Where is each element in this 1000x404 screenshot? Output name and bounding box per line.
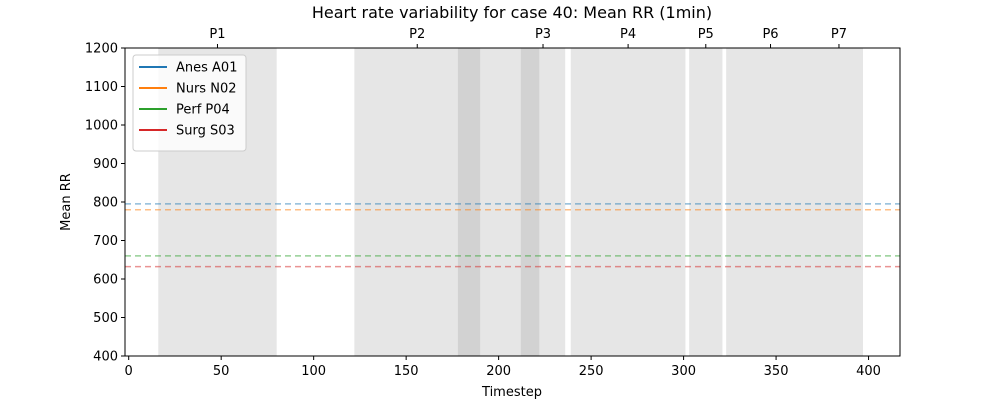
phase-band-3	[520, 48, 540, 356]
x-tick-label-8: 400	[856, 364, 881, 379]
y-tick-label-2: 600	[93, 273, 118, 288]
y-axis-label: Mean RR	[59, 173, 74, 231]
x-tick-label-6: 300	[671, 364, 696, 379]
phase-band-6	[726, 48, 815, 356]
y-tick-label-4: 800	[93, 196, 118, 211]
y-tick-label-5: 900	[93, 157, 118, 172]
phase-band-7	[814, 48, 864, 356]
phase-band-4	[570, 48, 686, 356]
y-tick-label-8: 1200	[85, 42, 118, 57]
legend-label-1: Nurs N02	[176, 82, 236, 97]
phase-band-5	[689, 48, 723, 356]
phase-band-1	[354, 48, 481, 356]
y-tick-label-7: 1100	[85, 80, 118, 95]
phase-label-2: P3	[535, 27, 551, 42]
mean-lines	[125, 203, 900, 268]
x-tick-label-5: 250	[579, 364, 604, 379]
legend: Anes A01 Nurs N02 Perf P04 Surg S03	[132, 54, 247, 152]
y-tick-label-3: 700	[93, 234, 118, 249]
x-tick-label-7: 350	[764, 364, 789, 379]
phase-label-3: P4	[620, 27, 636, 42]
x-tick-label-4: 200	[486, 364, 511, 379]
y-tick-label-6: 1000	[85, 119, 118, 134]
x-tick-label-2: 100	[301, 364, 326, 379]
phase-band-2	[457, 48, 566, 356]
y-tick-label-0: 400	[93, 350, 118, 365]
x-tick-label-3: 150	[394, 364, 419, 379]
x-axis-label: Timestep	[481, 385, 542, 400]
legend-label-3: Surg S03	[176, 124, 235, 139]
phase-bands	[158, 48, 864, 356]
phase-label-4: P5	[698, 27, 714, 42]
y-axis-ticks: 400 500 600 700 800 900 1000 1100 1200	[85, 42, 125, 365]
x-axis-ticks: 0 50 100 150 200 250 300 350 400	[125, 356, 881, 379]
phase-label-6: P7	[831, 27, 847, 42]
y-tick-label-1: 500	[93, 311, 118, 326]
legend-label-2: Perf P04	[176, 103, 230, 118]
phase-labels: P1 P2 P3 P4 P5 P6 P7	[209, 27, 847, 48]
phase-label-5: P6	[762, 27, 778, 42]
x-tick-label-0: 0	[125, 364, 133, 379]
phase-label-0: P1	[209, 27, 225, 42]
legend-label-0: Anes A01	[176, 61, 237, 76]
phase-label-1: P2	[409, 27, 425, 42]
chart-title: Heart rate variability for case 40: Mean…	[312, 3, 712, 22]
x-tick-label-1: 50	[213, 364, 230, 379]
legend-box	[132, 54, 247, 152]
